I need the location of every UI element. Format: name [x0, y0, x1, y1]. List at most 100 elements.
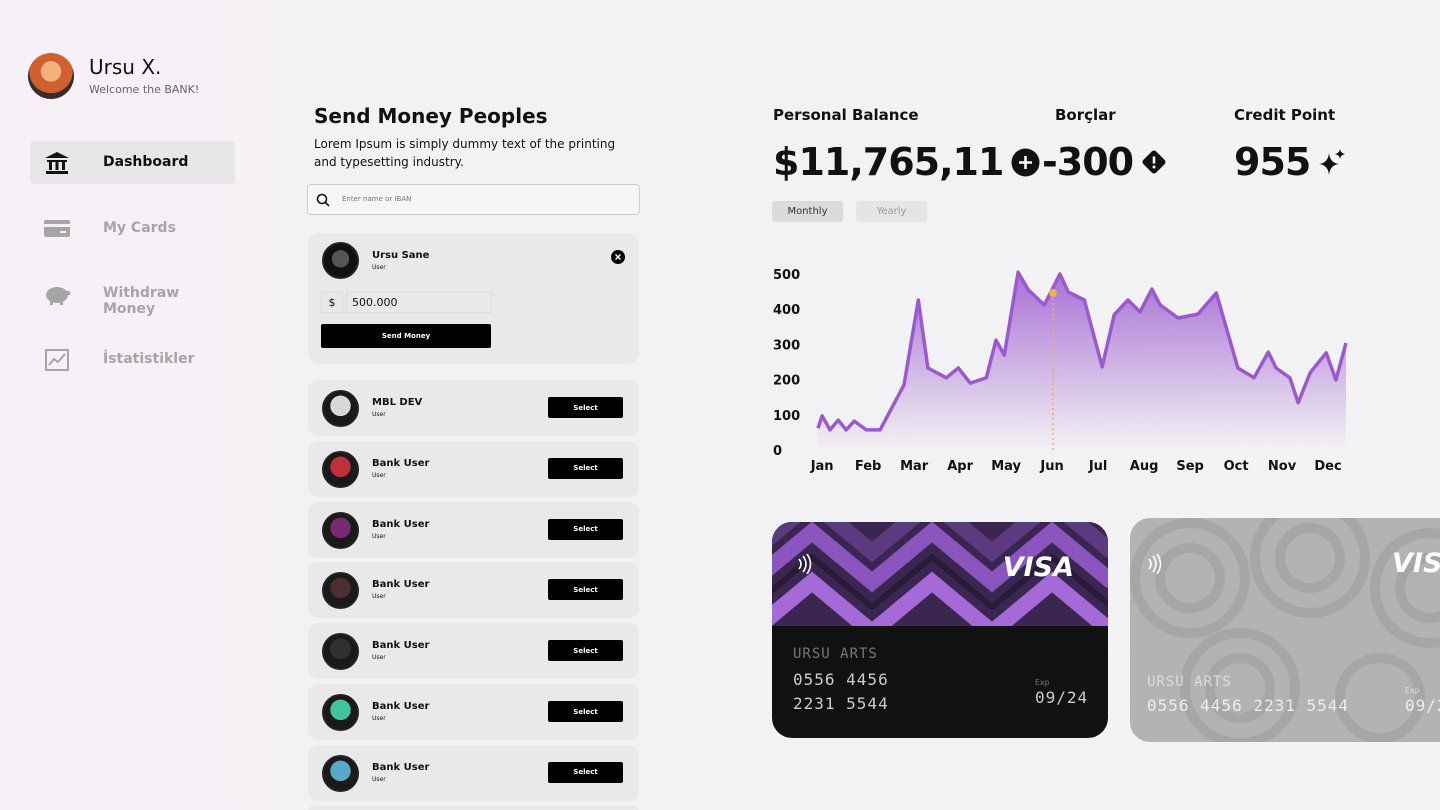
y-tick-label: 400 [773, 303, 800, 318]
select-button[interactable]: Select [548, 518, 623, 540]
contact-row: Bank User User Select [308, 684, 639, 740]
stat-amount: -300 [1042, 140, 1134, 184]
nav-icon [45, 348, 69, 371]
card-pattern [1130, 518, 1440, 742]
send-title: Send Money Peoples [314, 104, 548, 128]
nav-item[interactable]: İstatistikler [30, 338, 235, 381]
stat-amount: 955 [1234, 140, 1311, 184]
contact-row: Bank User User Select [308, 744, 639, 801]
y-tick-label: 100 [773, 409, 800, 424]
x-tick-label: Oct [1224, 459, 1249, 474]
chart: 0 100 200 300 400 500 Jan Feb Mar Apr May Jun Jul Aug… [773, 268, 1348, 474]
card-brand: VISA [1392, 548, 1440, 579]
stat-label: Borçlar [1055, 106, 1116, 124]
x-tick-label: Dec [1314, 459, 1341, 474]
contact-role: User [372, 715, 386, 722]
selected-role: User [372, 264, 386, 271]
x-tick-label: Mar [900, 459, 929, 474]
nav-label: Dashboard [103, 154, 189, 170]
card-number-line: 0556 4456 [793, 670, 889, 689]
contact-name: Bank User [372, 761, 430, 773]
currency: $ [321, 292, 343, 313]
stat-value: $11,765,11 [773, 140, 1040, 184]
x-tick-label: Jun [1039, 459, 1063, 474]
contact-role: User [372, 411, 386, 418]
card-number-line: 0556 4456 2231 5544 [1147, 696, 1350, 715]
contact-row [308, 806, 639, 810]
contact-role: User [372, 654, 386, 662]
send-button[interactable]: Send Money [321, 324, 491, 348]
card-number: 0556 4456 2231 5544 [1147, 696, 1349, 715]
contact-name: MBL DEV [372, 397, 423, 408]
contact-row: Bank User User Select [308, 562, 639, 619]
highlight-point [1049, 289, 1058, 298]
contact-row: Bank User User Select [308, 440, 639, 497]
card-pattern [772, 522, 1108, 626]
card-number-line: 2231 5544 [793, 694, 889, 713]
contact-avatar [322, 572, 359, 610]
area-fill [818, 272, 1346, 450]
nav-label: My Cards [103, 219, 176, 236]
nav-icon [46, 287, 70, 305]
contactless-icon [798, 554, 812, 574]
contact-name: Bank User [372, 457, 430, 469]
search-placeholder: Enter name or IBAN [342, 195, 412, 203]
x-tick-label: Nov [1268, 459, 1297, 474]
search-box[interactable]: Enter name or IBAN [307, 184, 640, 215]
selected-contact: Ursu Sane User $ 500.000 Send Money [308, 233, 639, 364]
contact-avatar [322, 511, 359, 549]
contact-role: User [372, 532, 386, 540]
tab[interactable]: Monthly [772, 201, 843, 222]
select-button[interactable]: Select [548, 761, 623, 783]
line [816, 270, 1348, 432]
nav-item[interactable]: Withdraw Money [30, 272, 235, 317]
nav-label: Withdraw Money [103, 285, 180, 317]
selected-avatar [322, 242, 359, 279]
card-exp: 09/24 [1035, 688, 1089, 707]
x-tick-label: May [991, 459, 1021, 474]
nav-label: İstatistikler [103, 350, 195, 367]
card-number: 0556 4456 2231 5544 [793, 668, 889, 716]
close-button[interactable] [611, 250, 625, 264]
contact-avatar [322, 633, 359, 671]
tab[interactable]: Yearly [856, 201, 927, 222]
nav-item[interactable]: My Cards [30, 207, 235, 250]
contact-role: User [372, 593, 386, 601]
stat-amount: $11,765,11 [773, 140, 1004, 184]
contact-name: Bank User [372, 640, 430, 652]
stat-label: Personal Balance [773, 106, 919, 124]
contact-avatar [322, 694, 359, 731]
select-button[interactable]: Select [548, 640, 623, 662]
card[interactable]: VISA URSU ARTS 0556 4456 2231 5544 Exp 0… [1130, 518, 1440, 742]
send-description: Lorem Ipsum is simply dummy text of the … [314, 137, 616, 169]
contact-role: User [372, 471, 386, 479]
nav-icon [45, 152, 69, 174]
x-tick-label: Jul [1088, 459, 1108, 474]
contact-row: Bank User User Select [308, 501, 639, 558]
card-holder: URSU ARTS [1147, 674, 1232, 690]
contact-role: User [372, 775, 386, 783]
select-button[interactable]: Select [548, 397, 623, 418]
select-button[interactable]: Select [548, 701, 623, 722]
contact-name: Bank User [372, 701, 430, 712]
stat-icon [1142, 150, 1166, 174]
card-exp-label: Exp [1405, 686, 1420, 695]
card[interactable]: VISA URSU ARTS 0556 4456 2231 5544 Exp 09… [772, 522, 1108, 738]
card-brand: VISA [1002, 552, 1074, 583]
y-tick-label: 300 [773, 338, 800, 353]
card-exp: 09/24 [1405, 696, 1440, 715]
select-button[interactable]: Select [548, 457, 623, 479]
selected-name: Ursu Sane [372, 250, 430, 261]
y-tick-label: 0 [773, 444, 782, 459]
select-button[interactable]: Select [548, 579, 623, 601]
card-holder: URSU ARTS [793, 646, 878, 662]
amount-input[interactable]: 500.000 [346, 292, 492, 313]
contact-avatar [322, 390, 359, 427]
nav-icon [44, 219, 70, 237]
nav-item[interactable]: Dashboard [30, 141, 235, 184]
profile-name: Ursu X. [89, 55, 162, 79]
contact-name: Bank User [372, 579, 430, 591]
contact-row: Bank User User Select [308, 623, 639, 680]
stat-icon [1319, 149, 1346, 175]
x-tick-label: Jan [810, 459, 834, 474]
